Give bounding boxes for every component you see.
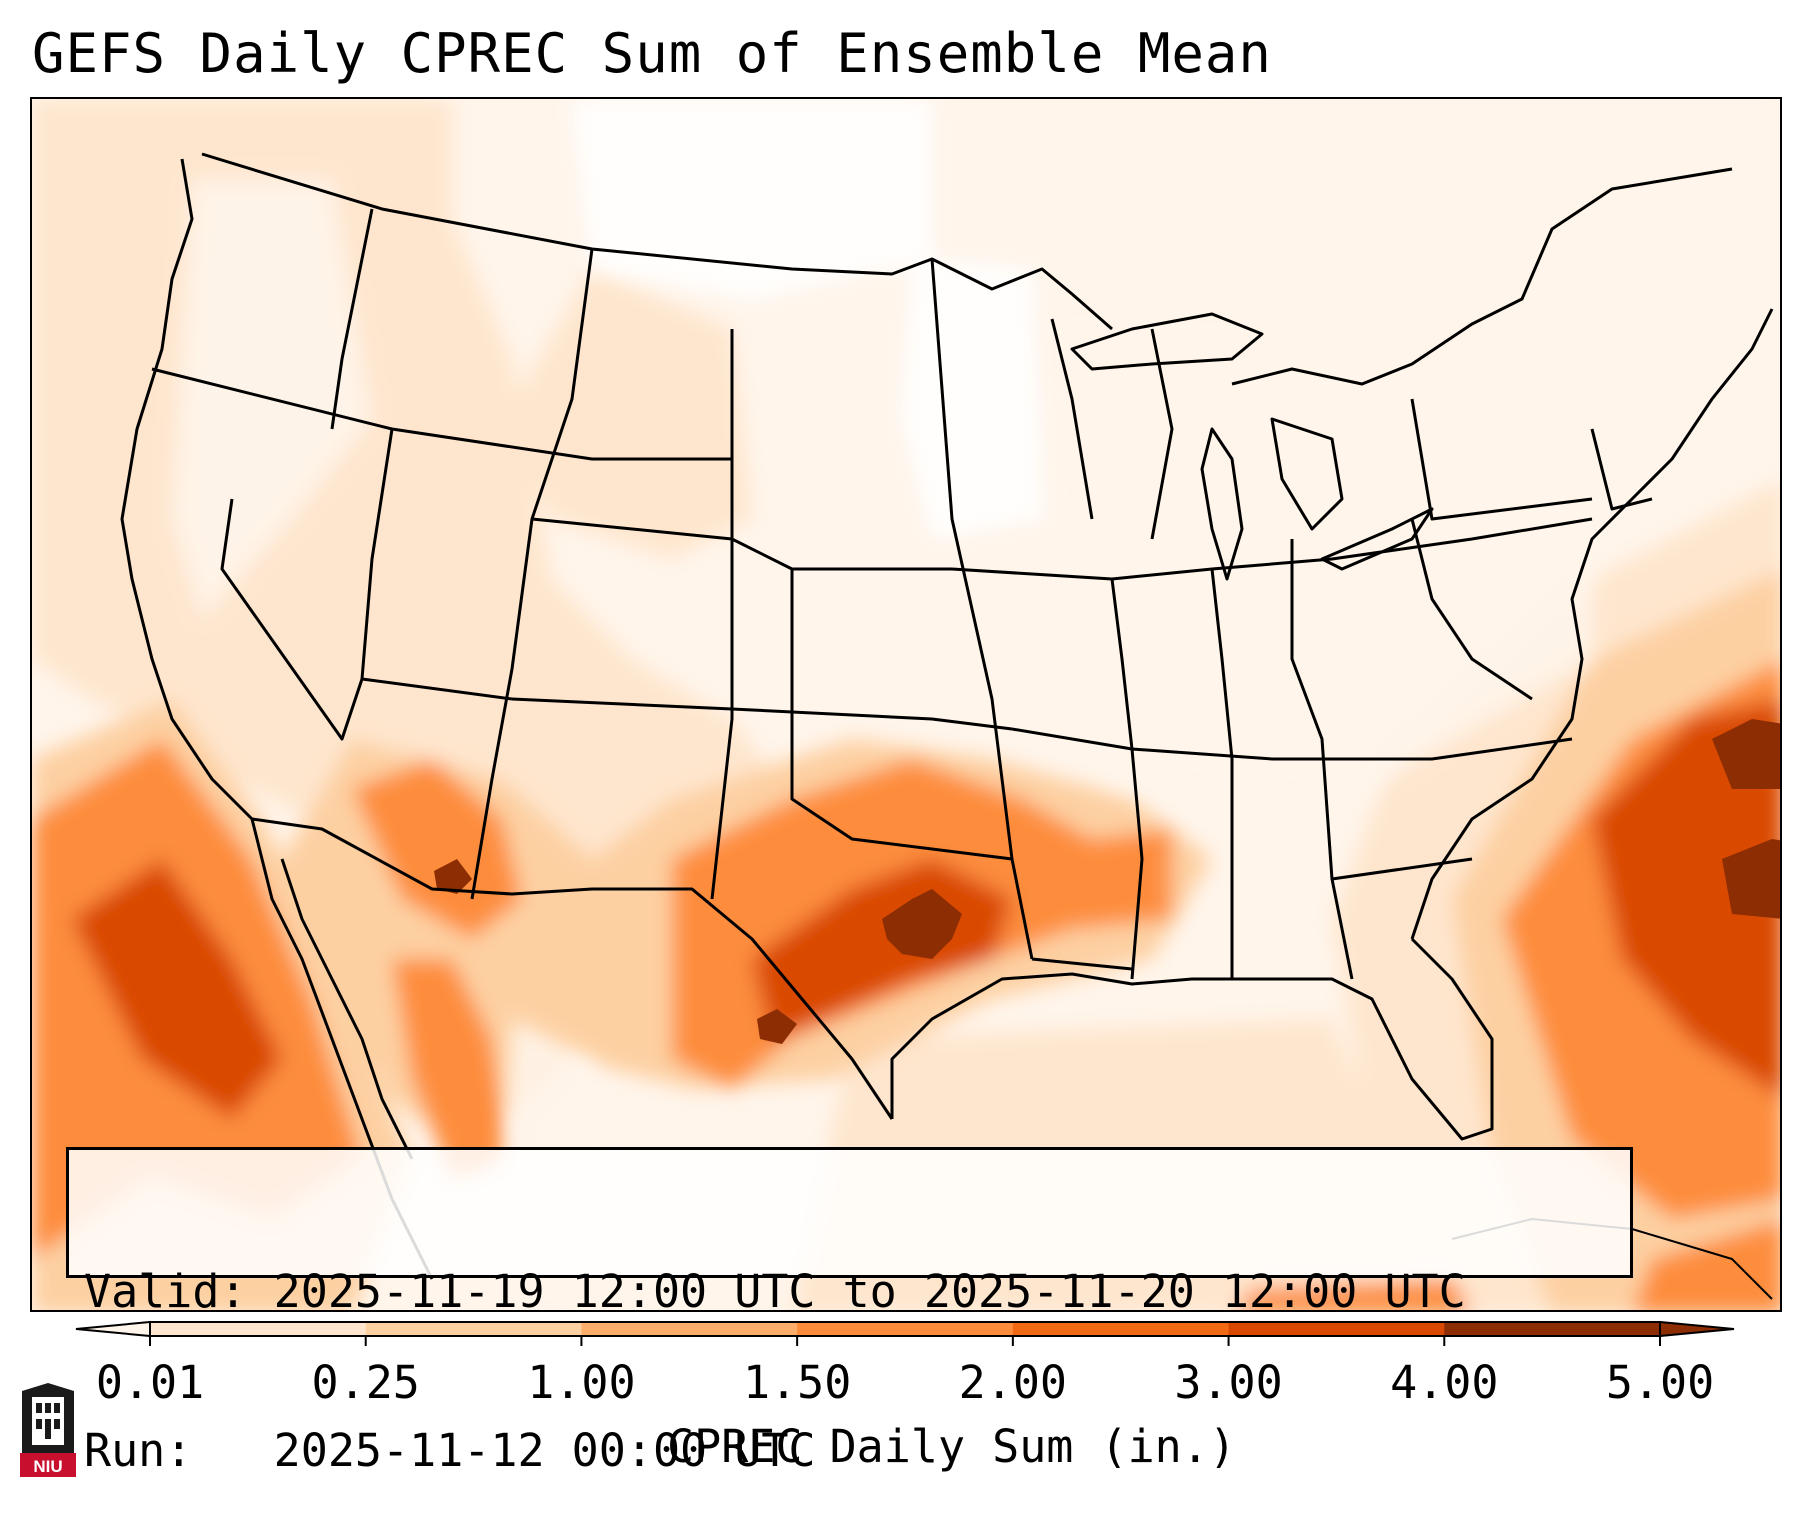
colorbar-tick-label: 1.50 [742,1356,852,1409]
state-border [1050,318,1094,520]
colorbar-segment [150,1322,367,1336]
precip-area-very-heavy-pacific [72,859,282,1119]
colorbar-tick-label: 1.00 [527,1356,636,1409]
colorbar-segment [1444,1322,1661,1336]
state-border [1011,727,1573,761]
precip-core-atlantic-north [1712,719,1780,789]
state-border [360,428,513,701]
precip-core-atlantic-south [1722,839,1780,919]
valid-label: Valid: [84,1265,247,1318]
colorbar-extend-low [75,1320,151,1338]
colorbar-segment [1228,1322,1445,1336]
precip-area-heavy-caribbean [1633,1220,1780,1310]
lake-superior [1070,312,1264,371]
precip-core-texas [757,1009,797,1044]
us-mexico-border [251,817,894,1120]
state-border [930,258,1034,960]
state-border [1410,398,1593,521]
precip-maxima [434,719,1780,1044]
baja-coastline [280,858,414,1160]
colorbar-ticks [149,1336,1661,1346]
state-border [1331,857,1473,881]
state-border [1590,428,1653,511]
state-border [1410,518,1533,701]
state-border [511,697,1013,731]
colorbar-tick-label: 4.00 [1390,1356,1499,1409]
colorbar-label: CPREC Daily Sum (in.) [667,1420,1236,1473]
state-border [790,569,1013,861]
state-border [220,498,364,741]
state-border [1290,539,1354,980]
state-border [1031,957,1133,971]
dry-patch-dakotas [572,99,932,299]
state-border [151,367,732,461]
gulf-coastline [890,937,1494,1141]
colorbar-tick-label: 2.00 [958,1356,1068,1409]
precip-core-arizona [434,859,472,894]
dry-patch-great-lakes [1042,299,1592,799]
colorbar-tick-label: 5.00 [1605,1356,1715,1409]
validity-info-box: Valid: 2025-11-19 12:00 UTC to 2025-11-2… [66,1147,1633,1477]
niu-logo-text: NIU [33,1457,62,1476]
state-border [531,517,952,571]
lake-erie [1320,507,1434,571]
valid-line: Valid: 2025-11-19 12:00 UTC to 2025-11-2… [84,1265,1630,1318]
dry-patch-canada [1232,99,1780,519]
run-value: 2025-11-12 00:00 UTC [273,1424,816,1477]
us-canada-border [201,152,1113,331]
colorbar-segment [1012,1322,1230,1336]
colorbar-tick-label: 3.00 [1174,1356,1283,1409]
colorbar-tick-label: 0.25 [311,1356,420,1409]
colorbar [75,1320,1735,1346]
state-border [1110,578,1144,980]
state-border [470,248,594,900]
colorbar-extend-high [1659,1320,1735,1338]
colorbar-segment [365,1322,582,1336]
precip-area-very-heavy-atlantic [1592,699,1780,1097]
map-panel [30,97,1782,1312]
precip-area-light-north [502,269,752,559]
colorbar-outline [149,1321,1661,1337]
us-canada-border-east [1231,167,1733,386]
state-border [951,517,1593,581]
niu-logo: NIU [20,1383,76,1477]
run-label: Run: [84,1424,193,1477]
lake-huron [1270,417,1344,531]
colorbar-segments [75,1320,1735,1338]
state-border [330,208,374,430]
chart-title: GEFS Daily CPREC Sum of Ensemble Mean [32,22,1272,85]
precipitation-map [32,99,1780,1310]
precip-area-heavy-arizona [352,759,522,939]
colorbar-segment [581,1322,798,1336]
valid-value: 2025-11-19 12:00 UTC to 2025-11-20 12:00… [273,1265,1466,1318]
atlantic-coastline [1410,308,1774,940]
state-border [1210,568,1234,979]
pacific-coastline [120,158,434,1280]
colorbar-tick-label: 0.01 [95,1356,205,1409]
run-line: Run: 2025-11-12 00:00 UTC [84,1424,1630,1477]
lake-michigan [1200,427,1244,581]
precip-area-heavy-gulf [1235,1279,1470,1310]
colorbar-segment [797,1322,1014,1336]
niu-logo-badge [20,1453,76,1477]
precip-area-heavy-mexico [392,959,512,1179]
precip-core-oklahoma [882,889,962,959]
state-border [710,329,734,900]
